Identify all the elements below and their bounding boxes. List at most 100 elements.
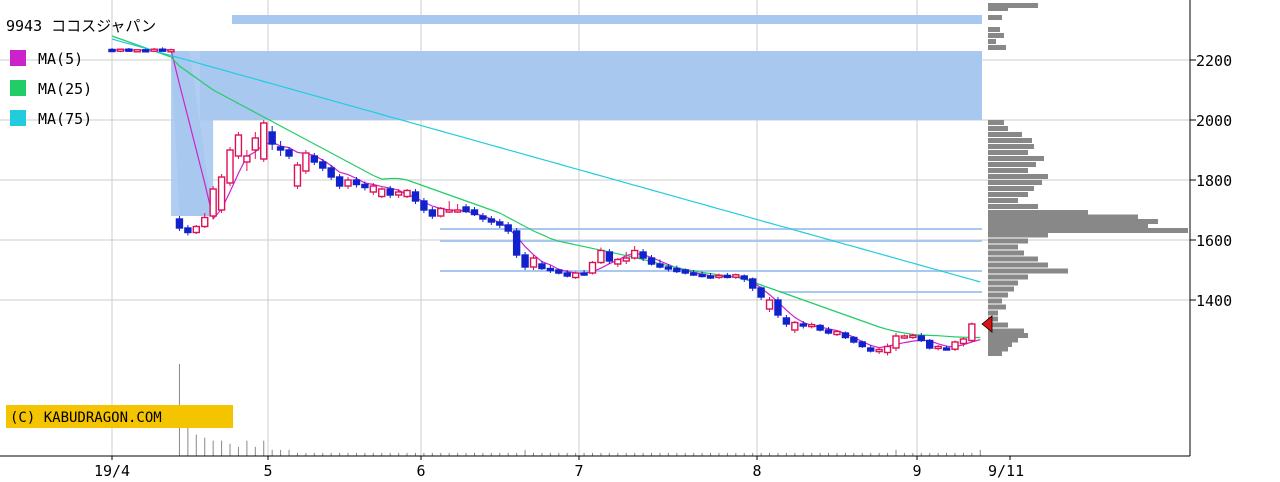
candle-body (791, 321, 799, 331)
candle-body (909, 334, 917, 339)
legend-swatch (10, 50, 26, 66)
volume-profile-bar (988, 186, 1034, 191)
candle-body (116, 48, 125, 52)
candle-body (496, 221, 504, 226)
volume-profile-bar (988, 250, 1024, 256)
candle-body (782, 317, 791, 325)
x-tick-label: 8 (752, 462, 761, 480)
candle-body (563, 272, 571, 277)
candle-body (529, 257, 538, 268)
candle-body (841, 332, 850, 339)
x-tick-label: 6 (416, 462, 425, 480)
candle-body (689, 272, 698, 276)
candle-body (723, 274, 732, 279)
candle-body (276, 146, 285, 151)
volume-profile-bar (988, 328, 1024, 334)
x-tick-label: 5 (263, 462, 272, 480)
volume-profile-bar (988, 132, 1022, 137)
volume-profile-bar (988, 156, 1044, 161)
candle-body (942, 347, 951, 351)
candle-body (344, 179, 352, 187)
candle-body (630, 249, 639, 259)
candle-body (167, 49, 175, 53)
legend: MA(5) MA(25) MA(75) (10, 50, 92, 128)
candle-body (268, 131, 276, 145)
candle-body (664, 266, 673, 270)
candle-body (378, 188, 386, 198)
candle-body (302, 152, 310, 172)
volume-profile-bar (988, 351, 1002, 356)
legend-label: MA(25) (38, 80, 92, 98)
candle-body (715, 274, 723, 279)
volume-profile-bar (988, 333, 1028, 338)
candle-body (588, 261, 597, 274)
candle-body (824, 329, 833, 334)
volume-profile-bar (988, 256, 1038, 262)
volume-profile-bar (988, 27, 1000, 32)
candle-body (184, 227, 192, 234)
candle-body (673, 267, 681, 273)
x-tick-label: 19/4 (94, 462, 130, 480)
candle-body (656, 263, 664, 268)
volume-profile-bar (988, 228, 1188, 233)
candle-body (647, 257, 656, 265)
candle-body (968, 323, 976, 342)
candle-body (293, 164, 302, 187)
candle-body (428, 209, 437, 217)
candle-body (403, 189, 411, 198)
candle-body (850, 336, 858, 343)
candle-body (512, 230, 521, 256)
volume-profile-bar (988, 162, 1036, 167)
candle-body (748, 278, 757, 289)
volume-profile-bar (988, 192, 1028, 197)
candle-body (175, 218, 184, 229)
volume-profile-bar (988, 174, 1048, 179)
y-tick-label: 1600 (1196, 232, 1232, 250)
copyright-text: (C) KABUDRAGON.COM (10, 410, 162, 426)
candle-body (319, 161, 327, 169)
candle-body (234, 134, 243, 157)
volume-profile-bar (988, 198, 1018, 203)
candle-body (335, 176, 344, 187)
candle-body (487, 218, 496, 223)
candle-body (892, 335, 900, 349)
volume-profile-bar (988, 346, 1008, 352)
y-tick-label: 1400 (1196, 292, 1232, 310)
candle-body (411, 191, 420, 202)
candlesticks (108, 47, 976, 356)
candle-body (361, 183, 369, 189)
volume-profile-bar (988, 262, 1048, 268)
candle-body (470, 209, 479, 216)
volume-profile-bar (988, 45, 1006, 50)
candle-body (260, 122, 268, 160)
candle-body (445, 209, 453, 213)
candle-body (883, 345, 892, 354)
volume-profile-bar (988, 268, 1068, 274)
x-tick-label: 9/11 (988, 462, 1024, 480)
price-band (232, 15, 982, 24)
candle-body (740, 275, 748, 280)
volume-profile-bar (988, 3, 1038, 8)
volume-profile-bar (988, 232, 1048, 238)
volume-profile-bar (988, 33, 1004, 38)
candle-body (201, 216, 209, 228)
price-band (440, 240, 982, 242)
candle-body (420, 200, 428, 211)
axes: 2200 2000 1800 1600 1400 19/4 5 6 7 8 9 9/11 (0, 0, 1232, 480)
candle-body (807, 323, 816, 328)
x-tick-label: 9 (912, 462, 921, 480)
candle-body (951, 341, 959, 350)
volume-profile-bar (988, 280, 1018, 286)
candle-body (521, 254, 529, 268)
legend-swatch (10, 110, 26, 126)
candle-body (757, 287, 765, 298)
volume-profile-bar (988, 322, 1008, 328)
candle-body (571, 272, 580, 279)
candle-body (310, 155, 319, 163)
candle-body (639, 251, 647, 259)
candle-body (142, 49, 150, 53)
candle-body (765, 299, 774, 310)
candle-body (394, 191, 403, 196)
candle-body (243, 155, 251, 163)
volume-profile-bar (988, 292, 1008, 298)
